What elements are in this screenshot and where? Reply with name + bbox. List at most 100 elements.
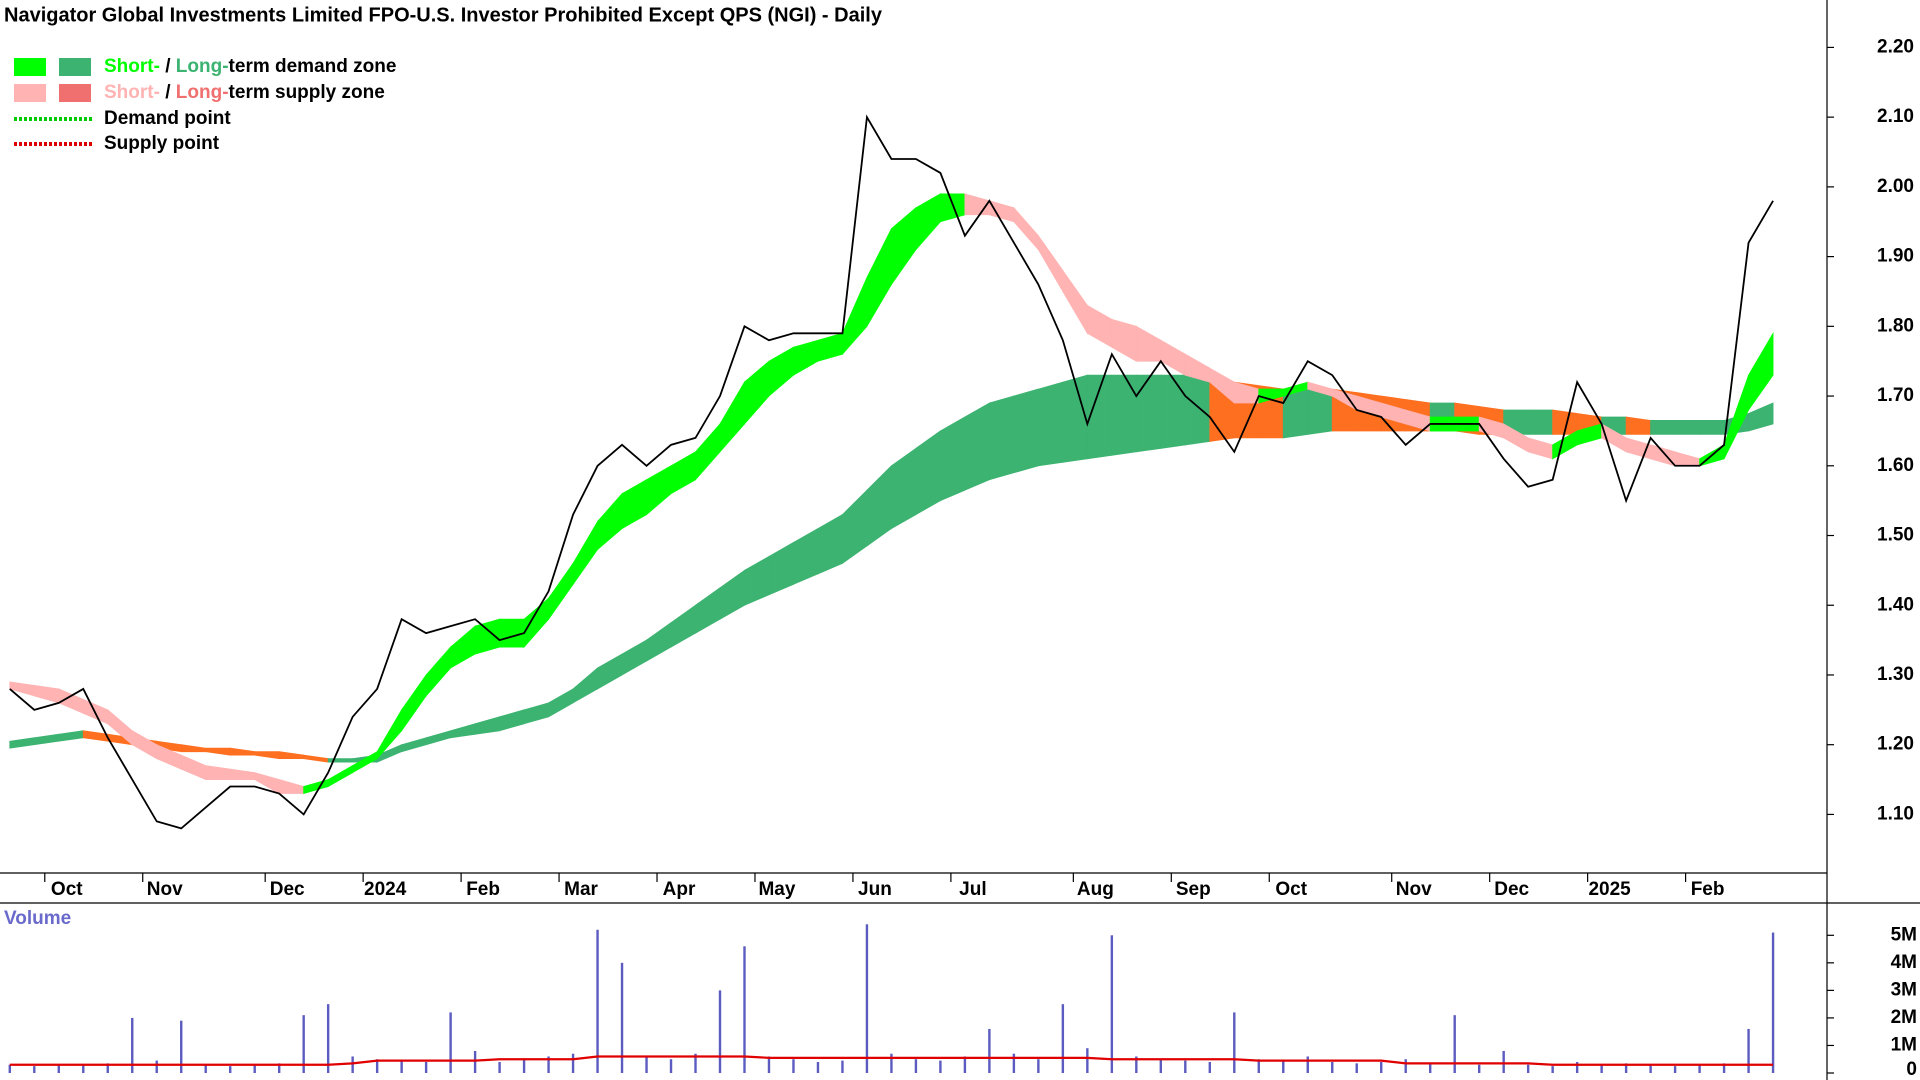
volume-bar [1600, 1064, 1603, 1073]
volume-bar [204, 1064, 207, 1073]
volume-bar [1282, 1060, 1285, 1073]
y-tick-label: 1.10 [1877, 803, 1914, 824]
volume-bar [351, 1056, 354, 1073]
long-term-zone [1307, 388, 1333, 435]
volume-bar [1257, 1059, 1260, 1073]
y-tick-label: 3M [1891, 979, 1917, 1000]
y-tick-label: 5M [1891, 924, 1917, 945]
volume-bar [865, 924, 869, 1073]
volume-bar [596, 929, 599, 1073]
long-term-zone [1748, 402, 1774, 432]
y-tick-label: 1.60 [1877, 455, 1914, 476]
x-tick-label: Jun [858, 879, 892, 900]
legend-swatch [14, 58, 46, 76]
legend-swatch [59, 58, 91, 76]
volume-bar [767, 1056, 771, 1073]
volume-bar [1502, 1050, 1505, 1073]
volume-bar [792, 1059, 795, 1073]
volume-bar [1086, 1048, 1089, 1073]
long-term-zone [327, 758, 354, 763]
x-tick-label: Mar [564, 879, 598, 900]
volume-bar [841, 1060, 844, 1073]
x-tick-label: Jul [959, 879, 986, 900]
x-tick-label: Feb [466, 879, 500, 900]
volume-bar [1477, 1064, 1481, 1073]
volume-bar [106, 1063, 109, 1073]
volume-bar [33, 1066, 36, 1073]
volume-bar [645, 1056, 648, 1073]
long-term-zone [1111, 374, 1137, 456]
y-tick-label: 1.80 [1877, 315, 1914, 336]
volume-bar [57, 1065, 60, 1073]
long-term-zone [1037, 381, 1064, 467]
volume-bar [522, 1059, 526, 1073]
legend-part: term demand zone [229, 56, 397, 77]
x-tick-label: May [758, 879, 795, 900]
volume-bar [1722, 1063, 1726, 1073]
volume-bar [1624, 1063, 1628, 1073]
volume-bar [302, 1015, 305, 1073]
volume-bar [155, 1060, 158, 1073]
legend-text: Short- / Long-term demand zone [104, 56, 396, 77]
volume-bar [914, 1059, 918, 1073]
long-term-zone [1650, 420, 1676, 435]
long-term-zone [940, 416, 966, 502]
y-tick-label: 2M [1891, 1007, 1917, 1028]
volume-bar [963, 1056, 967, 1073]
y-tick-label: 1.70 [1877, 385, 1914, 406]
x-tick-label: Dec [270, 879, 305, 900]
x-tick-label: Oct [1275, 879, 1307, 900]
volume-bar [400, 1060, 403, 1073]
y-tick-label: 1.30 [1877, 664, 1914, 685]
volume-bar [1429, 1063, 1432, 1073]
x-tick-label: Sep [1176, 879, 1211, 900]
volume-bar [1012, 1053, 1016, 1073]
volume-bar [8, 1064, 11, 1073]
y-tick-label: 2.10 [1877, 106, 1914, 127]
volume-bar [277, 1063, 281, 1073]
volume-bar [1649, 1064, 1652, 1073]
volume-bar [1380, 1061, 1383, 1073]
y-tick-label: 1.40 [1877, 594, 1914, 615]
y-tick-label: 2.00 [1877, 176, 1914, 197]
legend-text: Supply point [104, 133, 220, 154]
volume-bar [1110, 935, 1114, 1073]
volume-bar [326, 1004, 330, 1073]
volume-bar [180, 1020, 183, 1073]
legend-part: Demand point [104, 108, 231, 129]
y-tick-label: 0 [1906, 1059, 1917, 1080]
legend-text: Demand point [104, 108, 231, 129]
x-tick-label: 2025 [1588, 879, 1631, 900]
short-term-zone [1748, 331, 1774, 412]
volume-bar [1306, 1056, 1309, 1073]
short-term-zone [499, 618, 525, 648]
long-term-zone [1062, 374, 1088, 463]
y-tick-label: 4M [1891, 952, 1917, 973]
x-tick-label: Oct [51, 879, 83, 900]
long-term-zone [1013, 388, 1039, 474]
volume-bar [718, 990, 722, 1073]
volume-bar [131, 1017, 134, 1073]
volume-bar [743, 946, 746, 1073]
volume-bar [375, 1059, 379, 1073]
legend-part: Long- [176, 56, 229, 77]
legend-part: / [160, 82, 176, 103]
volume-bar [1404, 1059, 1407, 1073]
volume-bar [988, 1028, 991, 1073]
volume-bar [1184, 1060, 1187, 1073]
volume-bar [1673, 1066, 1677, 1073]
volume-bar [424, 1061, 428, 1073]
legend-part: Supply point [104, 133, 220, 154]
volume-bar [1355, 1063, 1358, 1073]
x-tick-label: Dec [1494, 879, 1529, 900]
legend-text: Short- / Long-term supply zone [104, 82, 385, 103]
volume-bar [1037, 1059, 1040, 1073]
volume-bar [694, 1053, 697, 1073]
volume-bar [571, 1053, 575, 1073]
volume-bar [1771, 932, 1775, 1073]
volume-label: Volume [4, 908, 71, 929]
volume-bar [1233, 1012, 1236, 1073]
legend-part: / [160, 56, 176, 77]
volume-bar [449, 1012, 452, 1073]
